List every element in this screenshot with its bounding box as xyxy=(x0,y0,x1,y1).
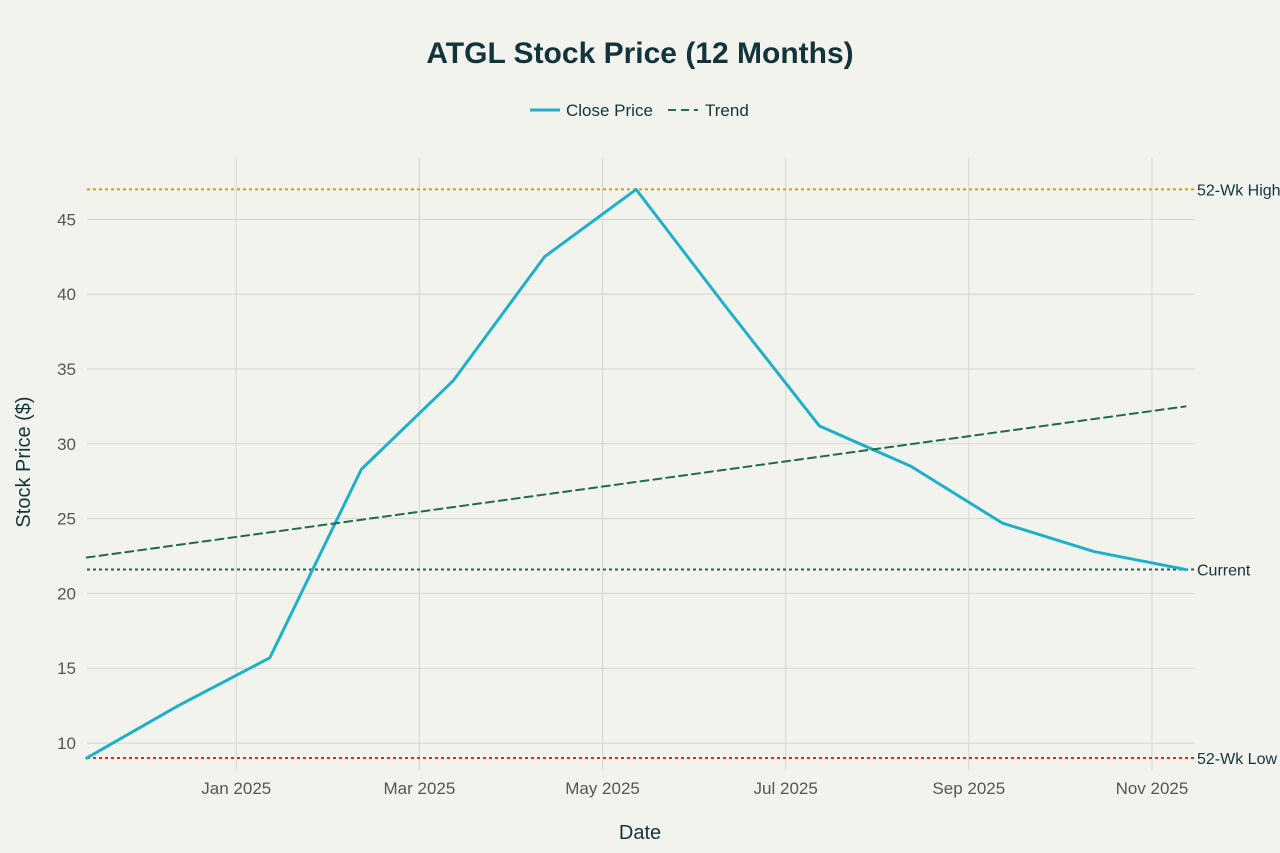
y-tick-label: 25 xyxy=(57,510,76,529)
x-tick-label: Jul 2025 xyxy=(754,779,818,798)
series xyxy=(85,187,1188,760)
reference-line-label: Current xyxy=(1197,562,1251,579)
y-tick-label: 45 xyxy=(57,210,76,229)
reference-line-label: 52-Wk High xyxy=(1197,182,1280,199)
x-tick-label: Nov 2025 xyxy=(1116,779,1189,798)
y-tick-label: 20 xyxy=(57,584,76,603)
x-tick-label: Jan 2025 xyxy=(201,779,271,798)
axis-ticks: 10 15 20 25 30 35 40 45 Jan 2025 Mar 2025 May 2025… xyxy=(57,210,1188,798)
y-tick-label: 35 xyxy=(57,360,76,379)
grid xyxy=(87,158,1195,770)
reference-line-label: 52-Wk Low xyxy=(1197,751,1277,768)
legend: Close Price Trend xyxy=(530,101,749,120)
y-tick-label: 15 xyxy=(57,659,76,678)
x-tick-label: Mar 2025 xyxy=(383,779,455,798)
legend-close-price-label: Close Price xyxy=(566,101,653,120)
x-tick-label: Sep 2025 xyxy=(932,779,1005,798)
chart-title: ATGL Stock Price (12 Months) xyxy=(426,37,853,70)
reference-labels: 52-Wk High Current 52-Wk Low xyxy=(1197,182,1280,768)
close-price-line xyxy=(85,187,1188,760)
y-axis-title: Stock Price ($) xyxy=(13,396,35,527)
y-tick-label: 30 xyxy=(57,435,76,454)
legend-trend-label: Trend xyxy=(705,101,749,120)
x-tick-label: May 2025 xyxy=(565,779,640,798)
x-axis-title: Date xyxy=(619,822,661,844)
trend-line xyxy=(85,405,1187,559)
y-tick-label: 40 xyxy=(57,285,76,304)
reference-lines xyxy=(87,188,1195,760)
y-tick-label: 10 xyxy=(57,734,76,753)
